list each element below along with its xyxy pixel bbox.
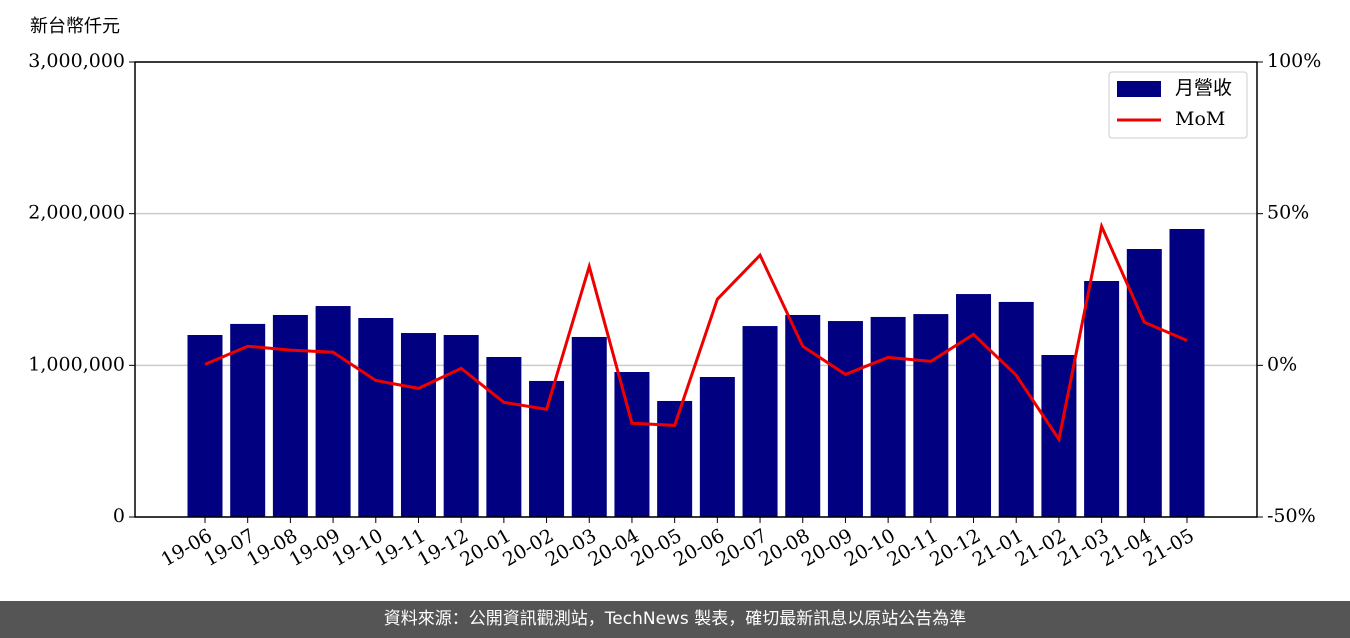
bar xyxy=(657,400,693,517)
y-tick-label: 2,000,000 xyxy=(28,202,125,224)
bar xyxy=(315,306,351,517)
chart: 新台幣仟元 0 1,000,000 2,000,000 3,000,000 -50% 0%… xyxy=(28,16,1321,571)
bar xyxy=(785,314,821,517)
bar xyxy=(827,321,863,517)
y-tick-label: 3,000,000 xyxy=(28,50,125,72)
legend-label: MoM xyxy=(1175,108,1225,130)
bar xyxy=(699,377,735,517)
y2-tick-label: 50% xyxy=(1267,202,1309,224)
bar xyxy=(486,356,522,517)
bar xyxy=(1126,249,1162,517)
bar xyxy=(956,294,992,517)
y-axis-label: 新台幣仟元 xyxy=(30,16,120,37)
bar xyxy=(400,333,436,517)
y2-tick-label: 100% xyxy=(1267,50,1321,72)
bar xyxy=(998,301,1034,517)
bar xyxy=(358,318,394,517)
legend-label: 月營收 xyxy=(1175,77,1232,99)
footer: 資料來源：公開資訊觀測站，TechNews 製表，確切最新訊息以原站公告為準 xyxy=(0,601,1350,638)
y2-tick-label: 0% xyxy=(1267,353,1297,375)
bar xyxy=(571,336,607,517)
bar xyxy=(870,316,906,517)
bar xyxy=(187,335,223,517)
y-tick-label: 0 xyxy=(113,505,125,527)
bar xyxy=(1084,281,1120,517)
bar xyxy=(230,323,266,517)
y-tick-label: 1,000,000 xyxy=(28,353,125,375)
line xyxy=(204,221,1188,444)
bar xyxy=(913,314,949,517)
bar xyxy=(272,314,308,517)
bar xyxy=(742,326,778,517)
bar xyxy=(1169,228,1205,518)
bar xyxy=(614,372,650,517)
bar xyxy=(443,335,479,517)
legend-swatch xyxy=(1117,81,1161,97)
plot-frame xyxy=(134,61,1258,518)
bar xyxy=(529,380,565,517)
y2-tick-label: -50% xyxy=(1267,505,1316,527)
